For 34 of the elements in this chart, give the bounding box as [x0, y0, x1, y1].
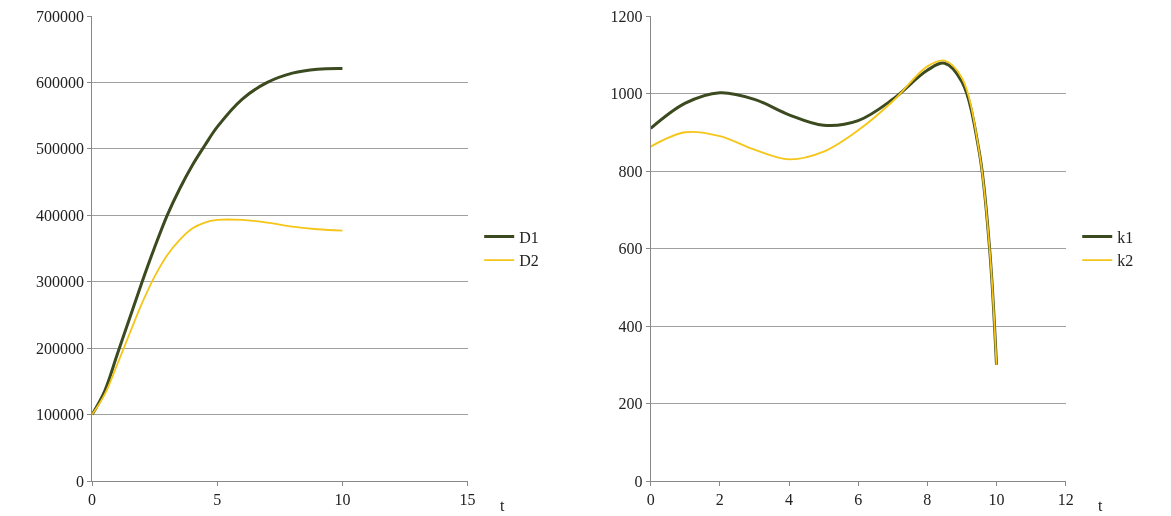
x-tick-label: 0	[646, 491, 655, 509]
y-tick-label: 700000	[35, 7, 84, 25]
legend-label: k1	[1117, 228, 1134, 246]
legend-label: D2	[519, 252, 539, 270]
legend-label: D1	[519, 228, 539, 246]
x-tick-label: 8	[923, 491, 932, 509]
x-tick-label: 15	[459, 491, 476, 509]
x-tick-label: 4	[785, 491, 794, 509]
y-tick-label: 600000	[35, 74, 84, 92]
x-tick-label: 0	[88, 491, 97, 509]
y-tick-label: 100000	[35, 406, 84, 424]
y-tick-label: 0	[75, 472, 84, 490]
y-tick-label: 400	[618, 317, 643, 335]
line-series	[92, 218, 344, 416]
y-tick-label: 1000	[610, 85, 643, 103]
y-tick-label: 200000	[35, 339, 84, 357]
x-axis-title: t	[1098, 497, 1103, 514]
x-tick-label: 10	[988, 491, 1005, 509]
y-tick-label: 300000	[35, 273, 84, 291]
x-tick-label: 10	[334, 491, 351, 509]
x-tick-label: 12	[1057, 491, 1074, 509]
x-tick-label: 2	[715, 491, 724, 509]
y-tick-label: 1200	[610, 7, 643, 25]
x-tick-label: 5	[213, 491, 222, 509]
legend-label: k2	[1117, 252, 1134, 270]
x-axis-title: t	[500, 497, 505, 514]
y-tick-label: 200	[618, 395, 643, 413]
y-tick-label: 500000	[35, 140, 84, 158]
y-tick-label: 800	[618, 162, 643, 180]
x-tick-label: 6	[854, 491, 863, 509]
line-series	[92, 66, 344, 417]
y-tick-label: 600	[618, 240, 643, 258]
y-tick-label: 400000	[35, 206, 84, 224]
y-tick-label: 0	[634, 472, 643, 490]
